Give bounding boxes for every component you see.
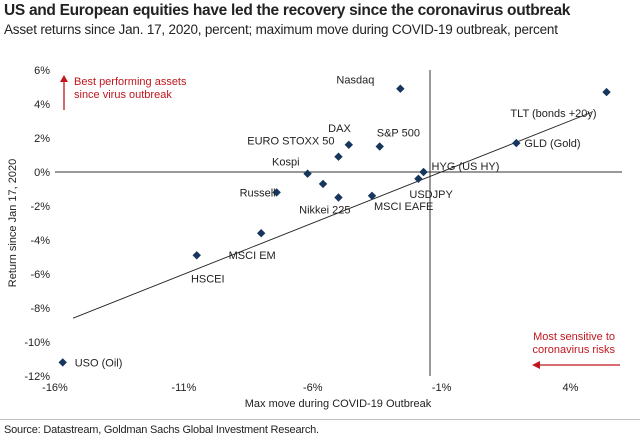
label-hyg-us-hy: HYG (US HY) (432, 161, 500, 173)
point-gld-gold (512, 138, 521, 148)
point-labels: Nasdaq TLT (bonds +20y) DAX S&P 500 GLD (Gol… (75, 75, 597, 370)
label-hscei: HSCEI (191, 273, 225, 285)
point-hyg-us-hy (419, 167, 428, 177)
annotation-best-line-1: Best performing assets (74, 76, 187, 88)
point-nikkei-225 (334, 193, 343, 202)
point-kospi (303, 169, 312, 178)
y-tick-label: -4% (30, 235, 50, 247)
x-tick-label: -1% (432, 382, 452, 394)
label-dax: DAX (328, 123, 351, 135)
label-nikkei-225: Nikkei 225 (299, 205, 350, 217)
chart-subtitle: Asset returns since Jan. 17, 2020, perce… (4, 22, 558, 37)
label-usdjpy: USDJPY (409, 189, 453, 201)
annotation-sensitive-line-2: coronavirus risks (532, 344, 615, 356)
label-uso-oil: USO (Oil) (75, 357, 123, 369)
y-tick-label: 6% (34, 65, 50, 77)
y-tick-label: 2% (34, 133, 50, 145)
x-tick-label: -16% (42, 382, 68, 394)
label-gld-gold: GLD (Gold) (524, 138, 580, 150)
y-axis-label: Return since Jan 17, 2020 (7, 159, 19, 287)
x-tick-label: 4% (563, 382, 579, 394)
point-dax (344, 140, 354, 149)
trend-line (72, 112, 592, 319)
x-axis-label: Max move during COVID-19 Outbreak (245, 398, 432, 410)
label-kospi: Kospi (272, 157, 300, 169)
point-hscei (192, 251, 201, 260)
y-tick-label: -6% (30, 269, 50, 281)
chart-title: US and European equities have led the re… (4, 2, 571, 19)
point-s-p-500 (375, 142, 384, 151)
x-tick-label: -11% (171, 382, 196, 394)
annotation-best-line-2: since virus outbreak (74, 89, 172, 101)
axes (55, 70, 622, 376)
y-tick-label: 0% (34, 167, 50, 179)
label-euro-stoxx-50: EURO STOXX 50 (247, 136, 334, 148)
point-unlabeled (318, 179, 328, 189)
x-tick-label: -6% (303, 382, 323, 394)
annotation-sensitive-line-1: Most sensitive to (533, 331, 615, 343)
y-tick-label: 4% (34, 99, 50, 111)
point-uso-oil (58, 358, 67, 367)
point-msci-eafe (367, 191, 377, 200)
y-tick-label: -2% (30, 201, 50, 213)
point-nasdaq (396, 84, 405, 93)
point-tlt-bonds-20y (602, 87, 611, 97)
y-tick-label: -10% (24, 337, 50, 349)
label-nasdaq: Nasdaq (336, 75, 374, 87)
y-tick-label: -12% (24, 371, 50, 383)
footer-divider (0, 419, 640, 420)
data-points (58, 84, 611, 367)
label-tlt-bonds-20y: TLT (bonds +20y) (510, 108, 596, 120)
annotation-arrowhead-left (532, 361, 540, 369)
point-usdjpy (414, 174, 423, 183)
label-msci-eafe: MSCI EAFE (374, 201, 433, 213)
annotation-arrowhead-up (60, 75, 68, 82)
scatter-chart: 6% 4% 2% 0% -2% -4% -6% -8% -10% -12%-16% -11% -6% -… (7, 65, 622, 410)
label-msci-em: MSCI EM (229, 250, 276, 262)
label-s-p-500: S&P 500 (377, 128, 420, 140)
tick-labels: 6% 4% 2% 0% -2% -4% -6% -8% -10% -12%-16% -11% -6% -… (24, 65, 578, 394)
trendline (72, 112, 592, 319)
point-msci-em (256, 229, 266, 238)
point-russell (272, 188, 281, 197)
point-euro-stoxx-50 (334, 152, 343, 161)
label-russell: Russell (240, 187, 276, 199)
y-tick-label: -8% (30, 303, 50, 315)
source-note: Source: Datastream, Goldman Sachs Global… (4, 424, 319, 436)
